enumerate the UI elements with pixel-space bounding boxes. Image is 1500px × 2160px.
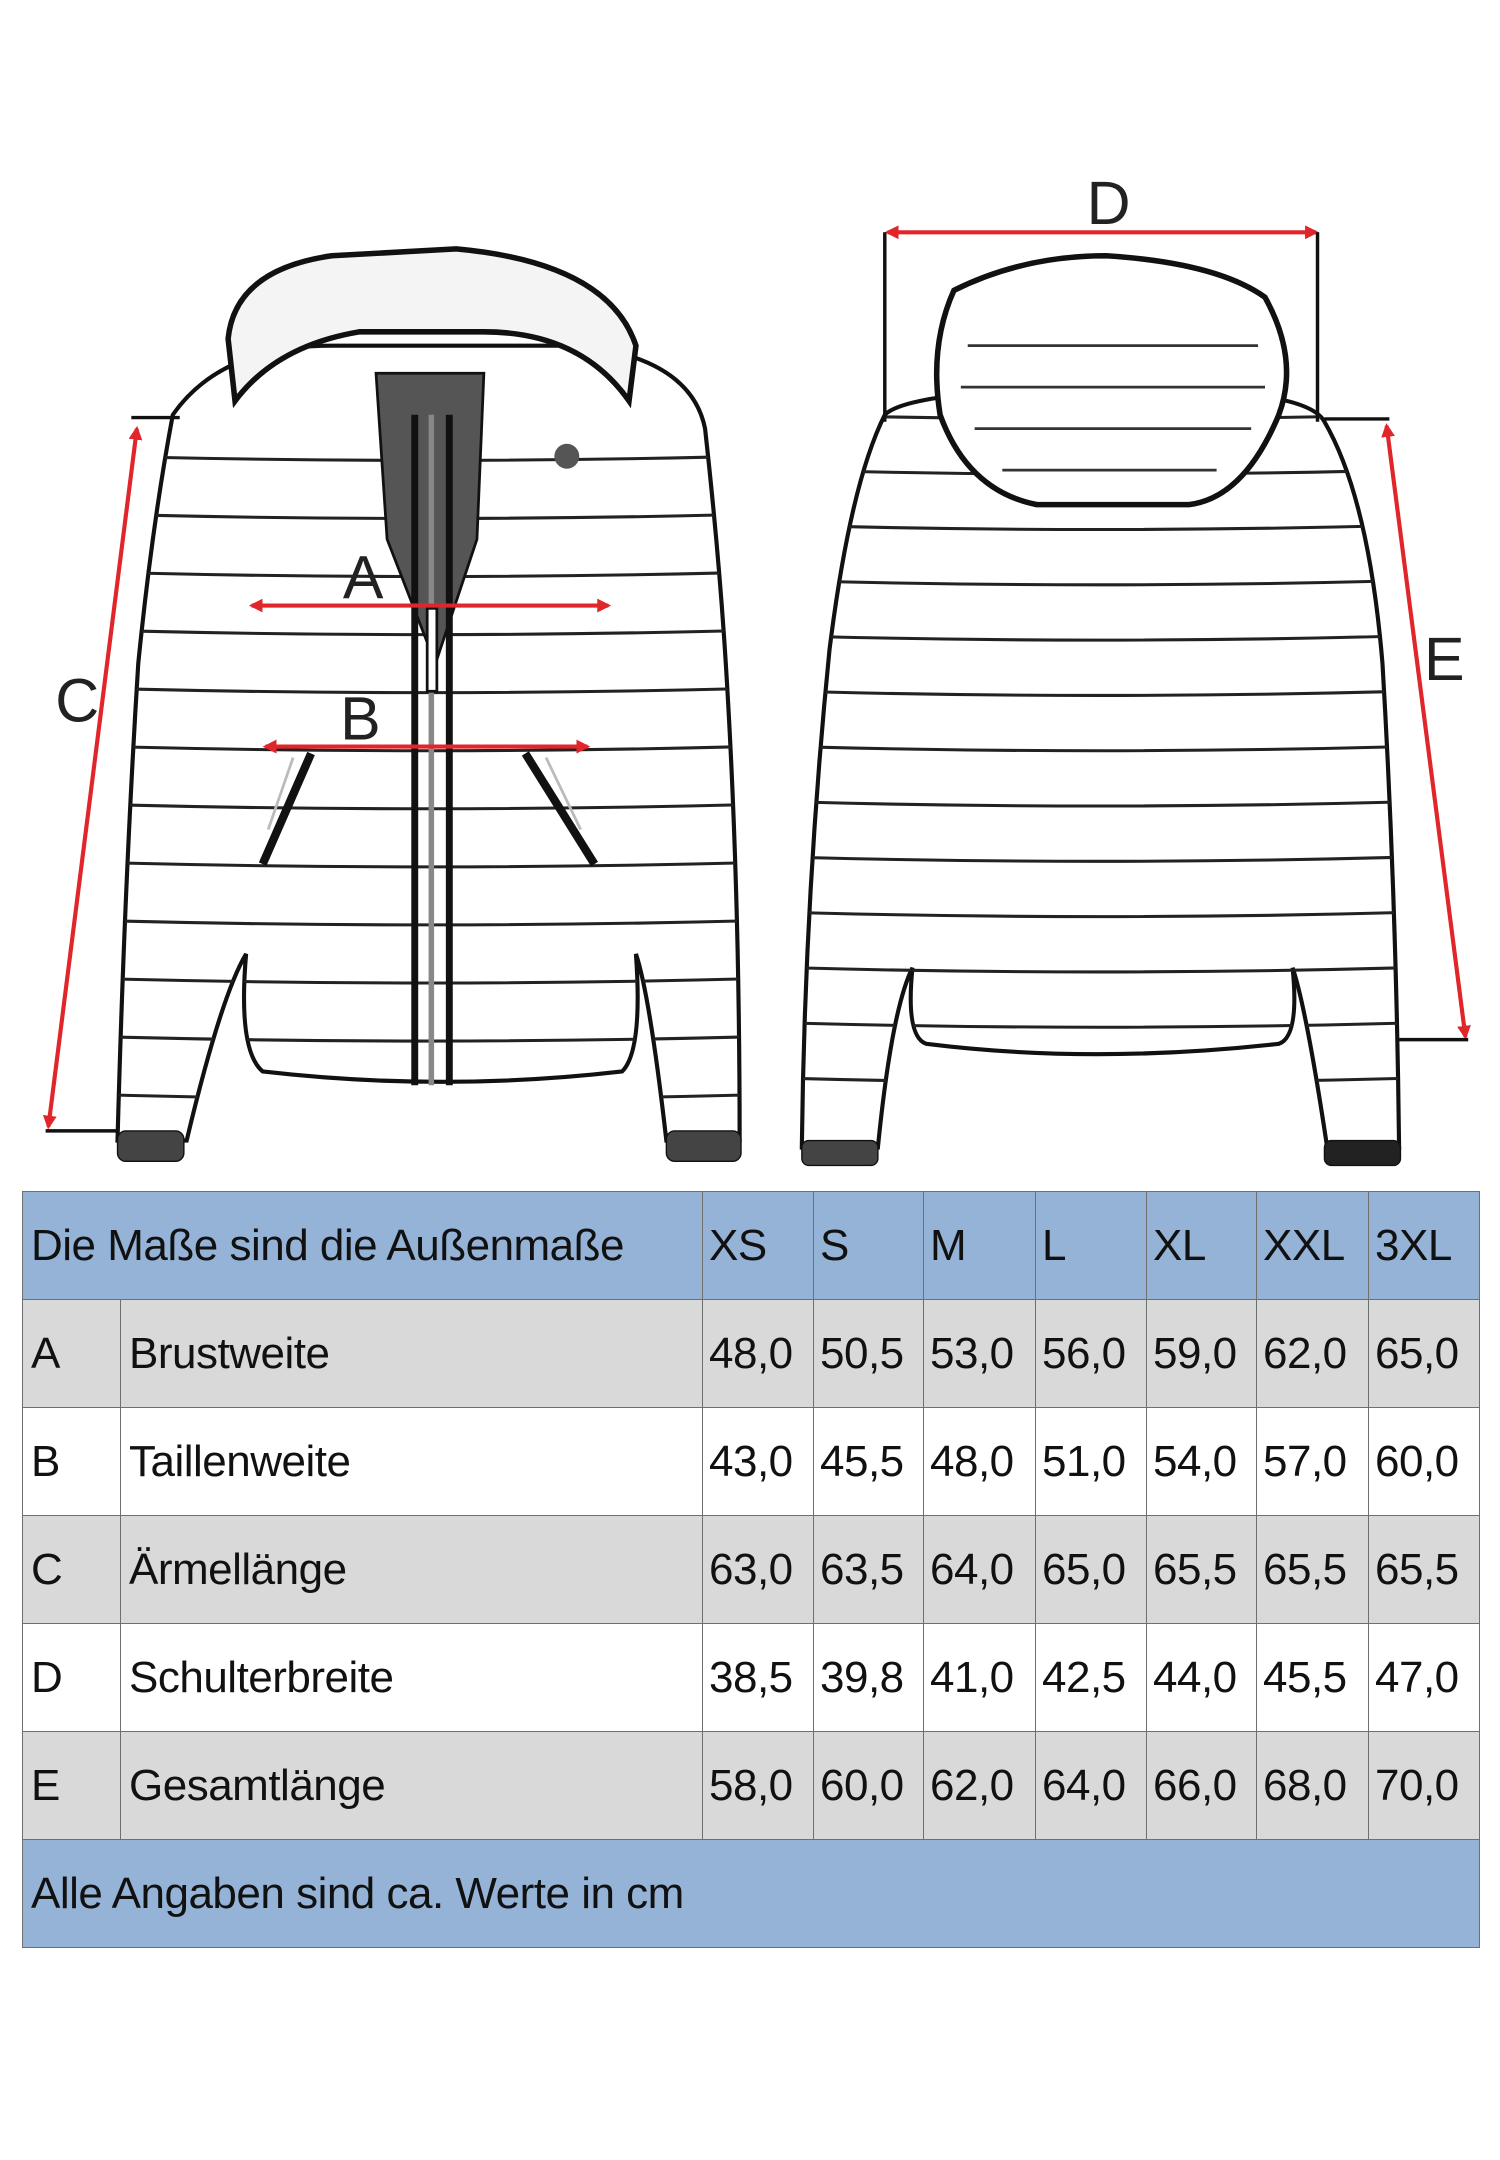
value-cell: 48,0 [702,1299,815,1408]
arrow-c [42,425,143,1130]
right-cuff [665,1130,742,1163]
size-header: XL [1146,1191,1258,1300]
zipper-pull [425,606,439,693]
hood [225,246,639,409]
size-chart-table: Die Maße sind die Außenmaße XS S M L XL … [21,1191,1481,1948]
row-key: E [22,1731,121,1840]
table-row: C Ärmellänge 63,0 63,5 64,0 65,0 65,5 65,5 65,5 [22,1515,1481,1624]
quilt-line [801,689,1400,697]
value-cell: 66,0 [1146,1731,1258,1840]
quilt-line [801,855,1400,863]
value-cell: 65,0 [1035,1515,1148,1624]
measurement-guides [42,225,1471,1130]
value-cell: 59,0 [1146,1299,1258,1408]
row-key: B [22,1407,121,1516]
row-key: D [22,1623,121,1732]
quilt-line [801,523,1400,532]
value-cell: 68,0 [1256,1731,1370,1840]
footer-note: Alle Angaben sind ca. Werte in cm [21,1839,1481,1948]
value-cell: 50,5 [813,1299,925,1408]
value-cell: 60,0 [813,1731,925,1840]
back-left-cuff [801,1139,879,1167]
quilt-line [801,745,1400,753]
label-d: D [1087,169,1131,237]
table-row: B Taillenweite 43,0 45,5 48,0 51,0 54,0 57,0 60,… [22,1407,1481,1516]
table-row: A Brustweite 48,0 50,5 53,0 56,0 59,0 62,0 65,0 [22,1299,1481,1408]
logo-badge [554,443,580,469]
value-cell: 56,0 [1035,1299,1148,1408]
quilt-line [801,966,1400,974]
header-label: Die Maße sind die Außenmaße [21,1191,704,1300]
size-header: L [1035,1191,1148,1300]
reference-lines [45,232,1469,1133]
front-jacket-illustration [111,246,742,1163]
label-c: C [55,667,99,735]
value-cell: 45,5 [1256,1623,1370,1732]
value-cell: 39,8 [813,1623,925,1732]
size-header: XXL [1256,1191,1370,1300]
value-cell: 54,0 [1146,1407,1258,1516]
value-cell: 63,5 [813,1515,925,1624]
label-a: A [343,544,384,612]
row-key: C [22,1515,121,1624]
size-header: 3XL [1368,1191,1481,1300]
row-name: Gesamtlänge [119,1731,704,1840]
table-row: D Schulterbreite 38,5 39,8 41,0 42,5 44,0 45,5 4… [22,1623,1481,1732]
row-key: A [22,1299,121,1408]
row-name: Schulterbreite [119,1623,704,1732]
quilt-line [801,800,1400,808]
left-cuff [116,1130,185,1163]
label-e: E [1424,625,1465,693]
header-row: Die Maße sind die Außenmaße XS S M L XL … [21,1191,1481,1300]
value-cell: 43,0 [702,1407,815,1516]
size-header: M [923,1191,1037,1300]
value-cell: 48,0 [923,1407,1037,1516]
value-cell: 42,5 [1035,1623,1148,1732]
back-jacket-illustration [795,253,1403,1167]
value-cell: 44,0 [1146,1623,1258,1732]
value-cell: 65,5 [1146,1515,1258,1624]
arrow-e [1381,423,1471,1040]
back-right-cuff [1323,1139,1402,1167]
value-cell: 62,0 [1256,1299,1370,1408]
value-cell: 65,5 [1256,1515,1370,1624]
jacket-measurement-diagram: A B C D E [42,169,1471,1167]
row-name: Ärmellänge [119,1515,704,1624]
value-cell: 51,0 [1035,1407,1148,1516]
table-row: E Gesamtlänge 58,0 60,0 62,0 64,0 66,0 68,0 70,0 [22,1731,1481,1840]
value-cell: 41,0 [923,1623,1037,1732]
size-header: S [813,1191,925,1300]
value-cell: 45,5 [813,1407,925,1516]
value-cell: 53,0 [923,1299,1037,1408]
value-cell: 62,0 [923,1731,1037,1840]
value-cell: 38,5 [702,1623,815,1732]
value-cell: 65,5 [1368,1515,1481,1624]
value-cell: 47,0 [1368,1623,1481,1732]
value-cell: 60,0 [1368,1407,1481,1516]
value-cell: 65,0 [1368,1299,1481,1408]
quilt-line [801,910,1400,919]
value-cell: 64,0 [1035,1731,1148,1840]
value-cell: 63,0 [702,1515,815,1624]
quilt-line [117,1093,740,1101]
footer-row: Alle Angaben sind ca. Werte in cm [21,1839,1481,1948]
value-cell: 57,0 [1256,1407,1370,1516]
quilt-line [801,1021,1400,1029]
quilt-line [801,634,1400,642]
value-cell: 64,0 [923,1515,1037,1624]
row-name: Taillenweite [119,1407,704,1516]
label-b: B [340,685,381,753]
value-cell: 58,0 [702,1731,815,1840]
quilt-line [801,579,1400,587]
row-name: Brustweite [119,1299,704,1408]
size-header: XS [702,1191,815,1300]
back-hood [933,253,1290,508]
value-cell: 70,0 [1368,1731,1481,1840]
